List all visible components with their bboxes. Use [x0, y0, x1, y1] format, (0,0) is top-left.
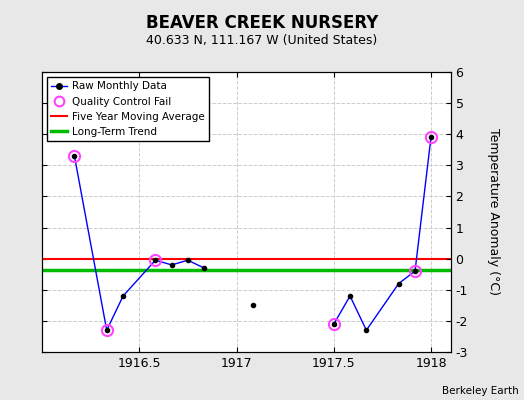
Legend: Raw Monthly Data, Quality Control Fail, Five Year Moving Average, Long-Term Tren: Raw Monthly Data, Quality Control Fail, … — [47, 77, 209, 141]
Text: BEAVER CREEK NURSERY: BEAVER CREEK NURSERY — [146, 14, 378, 32]
Y-axis label: Temperature Anomaly (°C): Temperature Anomaly (°C) — [487, 128, 500, 296]
Text: Berkeley Earth: Berkeley Earth — [442, 386, 519, 396]
Text: 40.633 N, 111.167 W (United States): 40.633 N, 111.167 W (United States) — [146, 34, 378, 47]
